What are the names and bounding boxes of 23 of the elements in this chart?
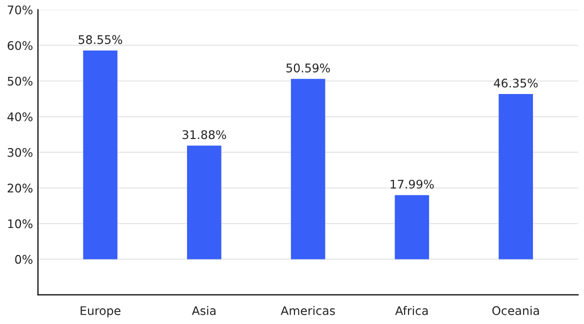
y-tick-label: 60% [8,41,32,50]
y-tick-label: 50% [8,76,32,86]
data-label: 50.59% [286,64,330,72]
bar [187,146,222,260]
data-label: 31.88% [182,130,226,140]
y-tick-label: 20% [8,184,32,193]
data-label: 46.35% [494,78,538,88]
y-tick-label: 30% [8,148,32,157]
y-tick-label: 0% [15,254,32,264]
x-tick-label: Asia [192,306,216,316]
bar [394,195,430,260]
bar [83,50,118,260]
data-label: 58.55% [78,35,122,44]
y-tick-label: 40% [7,112,32,122]
y-tick-label: 70% [8,5,32,14]
data-label: 17.99% [390,180,434,189]
bar [498,94,533,260]
x-tick-label: Americas [280,306,335,316]
x-tick-label: Africa [395,306,428,316]
x-tick-label: Europe [80,306,120,318]
y-tick-label: 10% [8,219,32,228]
bar [290,78,326,260]
x-tick-label: Oceania [492,306,539,316]
